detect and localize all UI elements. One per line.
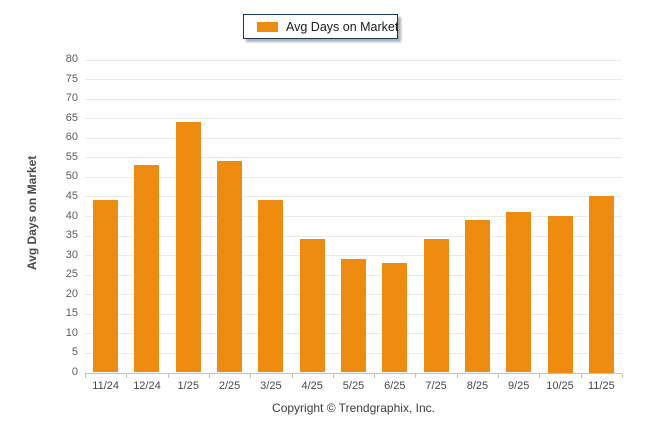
x-axis-tick-label: 7/25 [425, 379, 447, 392]
x-axis-tick [374, 373, 376, 378]
x-axis-tick-label: 8/25 [466, 379, 489, 392]
gridline [85, 118, 622, 120]
y-axis-tick-label: 30 [65, 248, 78, 261]
x-axis-tick [539, 373, 541, 378]
x-axis-tick-label: 3/25 [260, 379, 282, 392]
x-axis-tick-label: 12/24 [133, 379, 161, 392]
gridline [85, 235, 622, 237]
y-axis-tick-label: 75 [65, 72, 78, 85]
y-axis-tick-label: 35 [65, 229, 78, 242]
x-axis-tick [622, 373, 623, 378]
legend-label: Avg Days on Market [286, 19, 399, 34]
gridline [85, 176, 622, 178]
x-axis-tick [498, 373, 500, 378]
x-axis-tick [167, 373, 169, 378]
gridline [85, 196, 622, 198]
y-axis-tick-label: 15 [65, 307, 78, 320]
x-axis-tick [291, 373, 293, 378]
x-axis-tick-label: 10/25 [546, 379, 574, 392]
x-axis-tick-label: 1/25 [177, 379, 199, 392]
y-axis-tick-label: 50 [65, 170, 78, 183]
bar-5/25 [341, 259, 366, 373]
y-axis-tick-label: 5 [71, 346, 78, 359]
x-axis-tick [126, 373, 128, 378]
bar-12/24 [134, 165, 160, 373]
gridline [85, 216, 622, 217]
gridline [85, 157, 622, 159]
gridline [85, 59, 622, 61]
gridline [85, 98, 622, 100]
bar-7/25 [423, 239, 449, 373]
bar-2/25 [217, 161, 243, 373]
y-axis-tick-label: 45 [65, 189, 78, 202]
x-axis-tick [208, 373, 210, 378]
bar-11/25 [588, 196, 614, 373]
y-axis-tick-label: 10 [65, 326, 78, 339]
x-axis-line [85, 372, 622, 374]
x-axis-tick-label: 11/24 [92, 379, 119, 392]
x-axis-tick [415, 373, 417, 378]
bar-6/25 [382, 262, 408, 373]
x-axis-tick [456, 373, 458, 378]
bar-1/25 [175, 122, 201, 373]
x-axis-tick [250, 373, 252, 378]
gridline [85, 137, 622, 139]
copyright-text: Copyright © Trendgraphix, Inc. [272, 401, 435, 415]
y-axis-tick-label: 40 [65, 209, 78, 222]
y-axis-tick-label: 55 [65, 150, 78, 163]
x-axis-tick [332, 373, 334, 378]
bar-3/25 [258, 200, 284, 373]
x-axis-tick-label: 4/25 [301, 379, 323, 392]
bar-10/25 [547, 216, 573, 373]
y-axis-tick-label: 20 [65, 287, 78, 300]
x-axis-tick-label: 9/25 [508, 379, 530, 392]
bar-9/25 [506, 212, 532, 373]
x-axis-tick-label: 6/25 [384, 379, 406, 392]
x-axis-tick-label: 5/25 [342, 379, 365, 392]
x-axis-tick [85, 373, 86, 378]
legend-swatch [257, 21, 278, 32]
y-axis-tick-label: 65 [65, 111, 78, 124]
legend: Avg Days on Market [243, 14, 398, 39]
y-axis-tick-label: 60 [65, 131, 78, 144]
y-axis-tick-label: 0 [71, 366, 78, 378]
y-axis-tick-label: 80 [65, 53, 78, 65]
gridline [85, 79, 622, 81]
y-axis-title: Avg Days on Market [25, 155, 39, 271]
x-axis-tick-label: 11/25 [587, 379, 615, 392]
x-axis-tick-label: 2/25 [218, 379, 241, 392]
bar-4/25 [299, 239, 325, 373]
gridline [85, 255, 622, 257]
y-axis-tick-label: 70 [65, 92, 78, 105]
x-axis-tick [580, 373, 582, 378]
bar-8/25 [464, 219, 490, 373]
y-axis-tick-label: 25 [65, 268, 78, 281]
bar-11/24 [93, 200, 119, 373]
